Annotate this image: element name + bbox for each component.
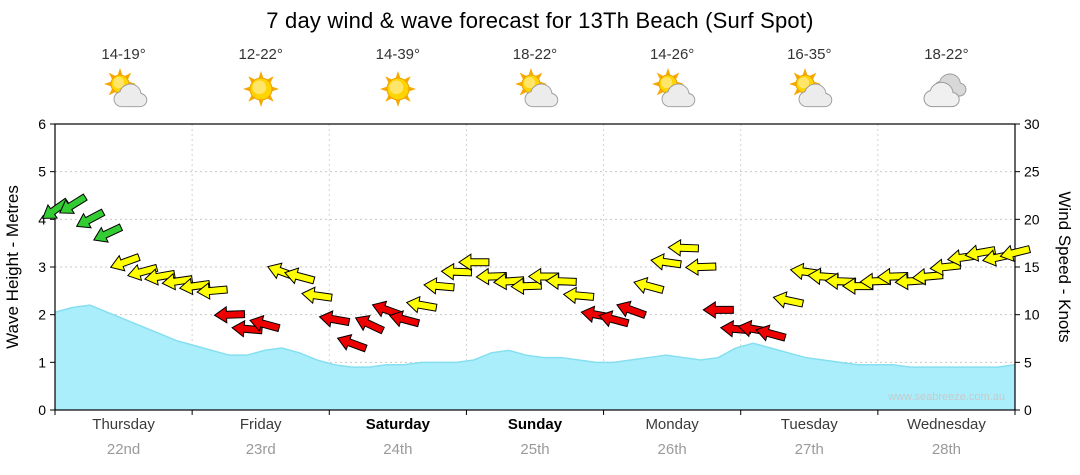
- svg-text:5: 5: [1024, 354, 1032, 370]
- date-label: 27th: [794, 441, 824, 458]
- day-label: Thursday: [92, 416, 155, 433]
- date-label: 22nd: [106, 441, 141, 458]
- temp-label: 14-19°: [101, 46, 146, 63]
- page-title: 7 day wind & wave forecast for 13Th Beac…: [266, 8, 814, 33]
- forecast-chart: 0 1 2 3 4 5 6 0 5 10 15 20 25 30 www.seabreeze.com.au: [38, 116, 1040, 418]
- svg-text:20: 20: [1024, 211, 1040, 227]
- temp-label: 14-26°: [649, 46, 695, 63]
- weather-icon: [741, 66, 878, 114]
- day-label: Monday: [645, 416, 699, 433]
- weather-icons-row: [55, 66, 1015, 114]
- date-label: 28th: [931, 441, 962, 458]
- svg-text:0: 0: [1024, 402, 1032, 418]
- svg-text:30: 30: [1024, 116, 1040, 132]
- temp-label: 12-22°: [238, 46, 283, 63]
- temp-label: 18-22°: [512, 46, 558, 63]
- weather-icon: [55, 66, 192, 114]
- date-label: 24th: [383, 441, 413, 458]
- svg-text:10: 10: [1024, 307, 1040, 323]
- date-label: 25th: [520, 441, 550, 458]
- temp-label: 18-22°: [924, 46, 969, 63]
- day-label: Tuesday: [780, 416, 838, 433]
- weather-icon: [604, 66, 741, 114]
- svg-text:4: 4: [38, 211, 46, 227]
- temperature-row: 14-19° 12-22° 14-39° 18-22° 14-26° 16-35…: [55, 46, 1015, 63]
- date-label: 26th: [657, 441, 687, 458]
- svg-text:15: 15: [1024, 259, 1040, 275]
- temp-label: 16-35°: [787, 46, 832, 63]
- weather-icon: [878, 66, 1015, 114]
- temp-label: 14-39°: [375, 46, 421, 63]
- svg-text:2: 2: [38, 307, 46, 323]
- day-dates-row: 22nd 23rd 24th 25th 26th 27th 28th: [55, 441, 1015, 458]
- svg-text:25: 25: [1024, 164, 1040, 180]
- day-label: Wednesday: [906, 416, 986, 433]
- day-label: Friday: [239, 416, 282, 433]
- weather-icon: [192, 66, 329, 114]
- watermark: www.seabreeze.com.au: [887, 391, 1005, 403]
- day-names-row: Thursday Friday Saturday Sunday Monday T…: [55, 416, 1015, 433]
- svg-text:5: 5: [38, 164, 46, 180]
- svg-text:6: 6: [38, 116, 46, 132]
- date-label: 23rd: [245, 441, 276, 458]
- weather-icon: [466, 66, 603, 114]
- day-label: Saturday: [365, 416, 430, 433]
- svg-text:0: 0: [38, 402, 46, 418]
- svg-text:3: 3: [38, 259, 46, 275]
- weather-icon: [329, 66, 466, 114]
- svg-text:1: 1: [38, 354, 46, 370]
- day-label: Sunday: [507, 416, 563, 433]
